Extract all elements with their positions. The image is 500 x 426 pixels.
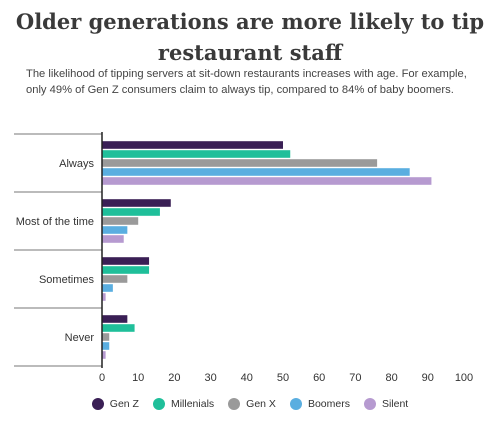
bar-millenials-always bbox=[102, 150, 291, 158]
x-tick-label-0: 0 bbox=[99, 372, 105, 384]
legend-label: Boomers bbox=[307, 398, 350, 410]
x-tick-label-70: 70 bbox=[349, 372, 361, 384]
legend-item-millenials[interactable]: Millenials bbox=[152, 398, 215, 410]
bar-silent-most-of-the-time bbox=[102, 235, 124, 243]
x-tick-label-30: 30 bbox=[204, 372, 216, 384]
legend-swatch bbox=[152, 398, 165, 410]
x-tick-label-90: 90 bbox=[422, 372, 434, 384]
bar-silent-sometimes bbox=[102, 293, 106, 301]
bar-gen-z-always bbox=[102, 141, 283, 149]
legend-label: Gen X bbox=[246, 398, 276, 410]
legend-swatch bbox=[363, 398, 376, 410]
bar-boomers-sometimes bbox=[102, 284, 113, 292]
category-label-most-of-the-time: Most of the time bbox=[16, 216, 94, 228]
bar-gen-x-never bbox=[102, 333, 110, 341]
chart-legend: Gen Z Millenials Gen X Boomers Silent bbox=[0, 398, 500, 410]
legend-item-boomers[interactable]: Boomers bbox=[289, 398, 350, 410]
bar-gen-x-sometimes bbox=[102, 275, 128, 283]
x-tick-label-100: 100 bbox=[455, 372, 473, 384]
x-tick-label-20: 20 bbox=[168, 372, 180, 384]
bar-gen-z-sometimes bbox=[102, 257, 150, 265]
legend-item-gen-x[interactable]: Gen X bbox=[228, 398, 276, 410]
category-label-sometimes: Sometimes bbox=[39, 274, 95, 286]
bar-millenials-never bbox=[102, 324, 135, 332]
bar-chart: Always Most of the time Sometimes Never 0 10 2… bbox=[14, 132, 473, 384]
bar-boomers-always bbox=[102, 168, 410, 176]
x-tick-label-10: 10 bbox=[132, 372, 144, 384]
legend-item-silent[interactable]: Silent bbox=[363, 398, 409, 410]
x-tick-label-50: 50 bbox=[277, 372, 289, 384]
legend-swatch bbox=[91, 398, 104, 410]
chart-subtitle: The likelihood of tipping servers at sit… bbox=[26, 68, 467, 96]
legend-swatch bbox=[228, 398, 241, 410]
bar-silent-always bbox=[102, 177, 432, 185]
legend-label: Silent bbox=[381, 398, 409, 410]
legend-label: Gen Z bbox=[109, 398, 139, 410]
bar-gen-x-most-of-the-time bbox=[102, 217, 139, 225]
x-tick-label-80: 80 bbox=[385, 372, 397, 384]
bar-millenials-most-of-the-time bbox=[102, 208, 160, 216]
bar-gen-x-always bbox=[102, 159, 378, 167]
legend-swatch bbox=[289, 398, 302, 410]
bar-silent-never bbox=[102, 351, 106, 359]
legend-item-gen-z[interactable]: Gen Z bbox=[91, 398, 139, 410]
category-label-never: Never bbox=[65, 332, 95, 344]
bar-millenials-sometimes bbox=[102, 266, 150, 274]
chart-title: Older generations are more likely to tip… bbox=[15, 9, 485, 65]
bar-gen-z-most-of-the-time bbox=[102, 199, 171, 207]
legend-label: Millenials bbox=[170, 398, 215, 410]
bar-boomers-never bbox=[102, 342, 110, 350]
x-tick-label-60: 60 bbox=[313, 372, 325, 384]
category-label-always: Always bbox=[59, 158, 94, 170]
x-tick-label-40: 40 bbox=[241, 372, 253, 384]
bar-boomers-most-of-the-time bbox=[102, 226, 128, 234]
bar-gen-z-never bbox=[102, 315, 128, 323]
